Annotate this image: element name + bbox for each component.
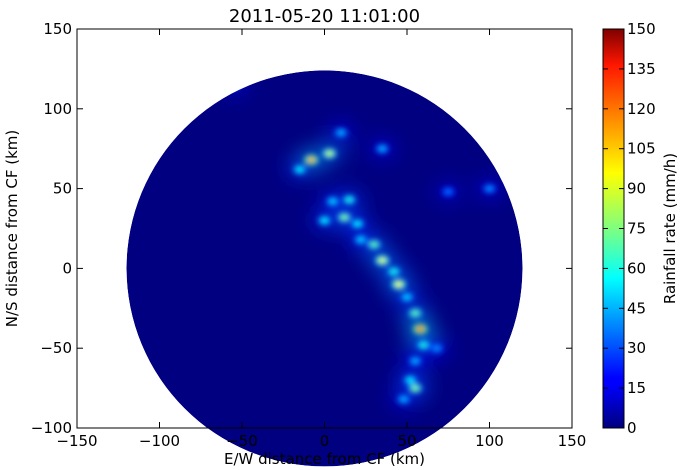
colorbar-tick-label: 90 [627,180,646,198]
rain-cell [345,196,354,203]
colorbar-label: Rainfall rate (mm/h) [661,153,679,304]
chart-title: 2011-05-20 11:01:00 [229,6,420,27]
rain-cell [325,150,334,157]
y-tick-label: 0 [62,259,72,277]
rain-cell [328,198,337,205]
colorbar-tick-label: 45 [627,299,646,317]
colorbar-tick-label: 30 [627,339,646,357]
rain-cell [444,188,453,195]
rain-cell [411,385,420,392]
x-tick-label: −150 [56,432,97,450]
colorbar-tick-label: 105 [627,140,656,158]
rain-cells-layer [226,79,497,405]
colorbar-tick-label: 75 [627,220,646,238]
rain-cell [416,326,425,333]
colorbar-tick-label: 135 [627,60,656,78]
colorbar-ticks: 0 15 30 45 60 75 90 105 120 135 150 [603,20,656,437]
rain-cell [403,294,411,301]
rain-cell [389,268,398,275]
rain-cell [394,281,403,288]
rain-cell [370,241,378,248]
rain-cell [378,257,387,264]
rain-cell [356,236,365,243]
y-tick-label: −50 [40,339,72,357]
colorbar-tick-label: 15 [627,379,646,397]
rain-cell [485,185,494,192]
x-tick-label: −50 [226,432,258,450]
rain-cell [411,310,420,317]
colorbar-tick-label: 0 [627,419,637,437]
x-axis-ticks: −150 −100 −50 0 50 100 150 [56,29,586,450]
x-tick-label: 150 [558,432,587,450]
radar-disk-group [126,70,523,467]
rain-cell [411,357,420,364]
rain-cell [320,217,329,224]
rain-cell [337,129,345,136]
x-tick-label: 0 [320,432,330,450]
colorbar-tick-label: 60 [627,259,646,277]
y-tick-label: 100 [43,100,72,118]
y-tick-label: −100 [31,419,72,437]
y-tick-label: 150 [43,20,72,38]
rain-cell [295,166,304,173]
rain-cell [432,345,441,352]
rain-cell [419,342,428,349]
x-tick-label: 50 [397,432,416,450]
radar-disk [126,70,523,467]
rain-cell [353,220,362,227]
y-tick-label: 50 [53,180,72,198]
rain-cell [307,156,316,163]
y-axis-ticks: −100 −50 0 50 100 150 [31,20,572,437]
rain-cell [378,145,387,152]
colorbar-tick-label: 150 [627,20,656,38]
x-axis-label: E/W distance from CF (km) [224,450,425,468]
x-tick-label: 100 [475,432,504,450]
rain-cell [399,396,408,403]
y-axis-label: N/S distance from CF (km) [3,130,21,327]
rain-cell [340,214,349,221]
x-tick-label: −100 [139,432,180,450]
colorbar-tick-label: 120 [627,100,656,118]
rain-cell [406,377,415,384]
